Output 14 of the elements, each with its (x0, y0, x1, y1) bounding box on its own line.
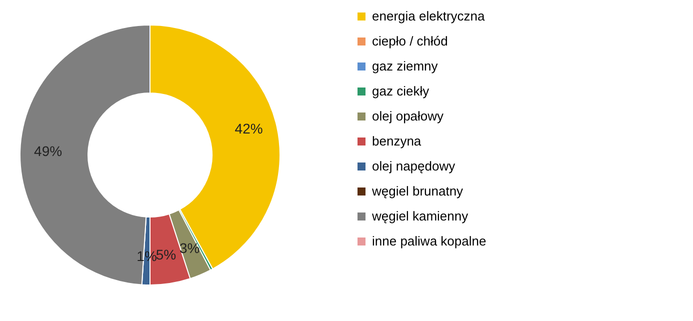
data-label: 1% (136, 248, 157, 264)
legend-label: węgiel brunatny (371, 184, 464, 198)
data-label: 42% (234, 120, 263, 137)
legend-label: olej napędowy (372, 158, 456, 174)
legend-label: węgiel kamienny (371, 208, 469, 224)
legend-label: inne paliwa kopalne (372, 234, 486, 248)
legend-label: benzyna (372, 134, 422, 148)
legend-label: gaz ziemny (372, 58, 438, 74)
legend-label: energia elektryczna (372, 8, 486, 24)
data-label: 5% (156, 246, 176, 263)
legend-label: ciepło / chłód (372, 34, 448, 48)
legend-label: olej opałowy (372, 108, 444, 124)
data-label: 49% (34, 142, 62, 159)
legend-label: gaz ciekły (372, 84, 430, 98)
